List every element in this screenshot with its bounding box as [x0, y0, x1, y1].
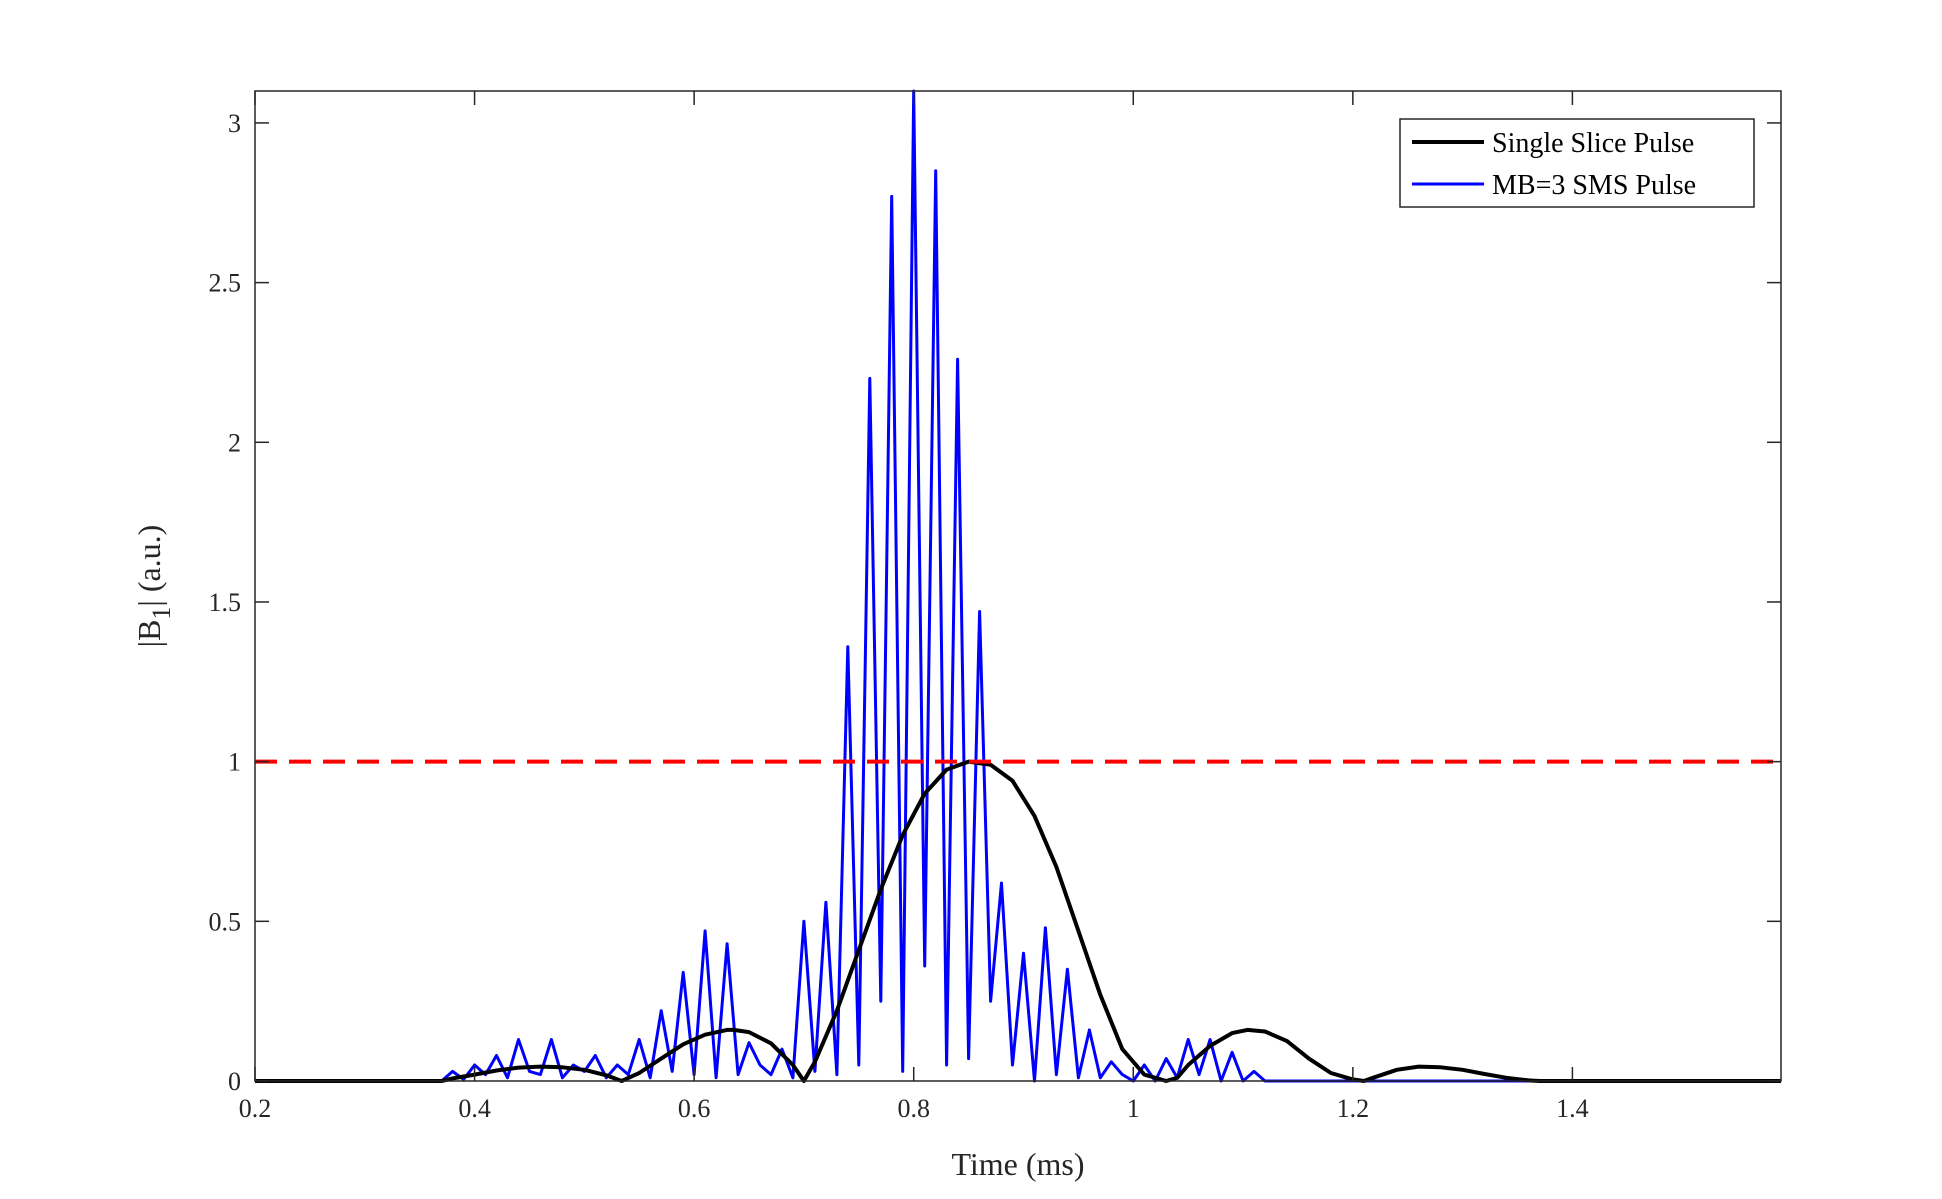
x-tick-label: 1.4	[1556, 1094, 1589, 1123]
y-tick-label: 1	[228, 748, 241, 777]
y-tick-label: 1.5	[209, 588, 242, 617]
y-axis-label: |B1| (a.u.)	[131, 525, 176, 648]
x-tick-label: 0.6	[678, 1094, 711, 1123]
y-tick-label: 0	[228, 1067, 241, 1096]
y-tick-label: 2.5	[209, 269, 242, 298]
y-tick-label: 3	[228, 109, 241, 138]
y-tick-label: 0.5	[209, 907, 242, 936]
y-axis: 0 0.5 1 1.5 2 2.5 3	[209, 109, 1781, 1096]
plot-frame	[254, 90, 1782, 1082]
x-tick-label: 0.2	[239, 1094, 272, 1123]
plot-area	[255, 91, 1781, 1081]
x-tick-label: 0.4	[458, 1094, 491, 1123]
x-tick-label: 1.2	[1337, 1094, 1370, 1123]
x-axis-label: Time (ms)	[951, 1146, 1084, 1182]
x-tick-label: 1	[1127, 1094, 1140, 1123]
legend-label-single-slice: Single Slice Pulse	[1492, 128, 1694, 159]
legend-label-mb3-sms: MB=3 SMS Pulse	[1492, 170, 1696, 201]
series-single-slice-pulse	[255, 759, 1781, 1083]
legend-box	[1399, 118, 1755, 208]
y-tick-label: 2	[228, 428, 241, 457]
x-axis: 0.2 0.4 0.6 0.8 1 1.2 1.4	[239, 91, 1589, 1123]
legend: Single Slice Pulse MB=3 SMS Pulse	[1399, 118, 1755, 208]
x-tick-label: 0.8	[897, 1094, 930, 1123]
